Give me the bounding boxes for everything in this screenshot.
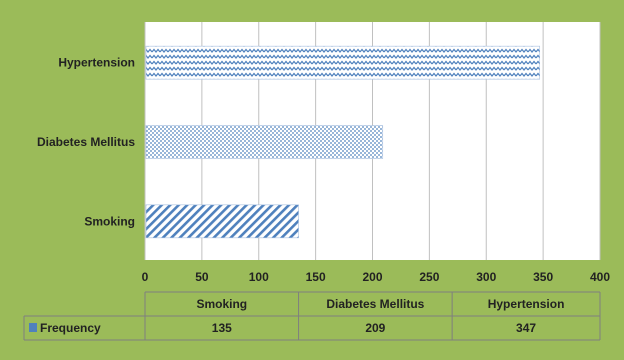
table-cell-value: 209	[365, 321, 385, 335]
category-label: Smoking	[84, 214, 135, 228]
table-cell-value: 347	[516, 321, 536, 335]
x-tick-label: 400	[590, 270, 610, 284]
x-tick-label: 200	[362, 270, 382, 284]
x-tick-label: 100	[249, 270, 269, 284]
x-tick-label: 300	[476, 270, 496, 284]
table-cell-value: 135	[212, 321, 232, 335]
table-row-label: Frequency	[40, 321, 101, 335]
category-label: Diabetes Mellitus	[37, 135, 135, 149]
bars	[145, 45, 541, 239]
x-tick-label: 50	[195, 270, 209, 284]
table-column-header: Diabetes Mellitus	[326, 297, 424, 311]
table-column-header: Hypertension	[488, 297, 565, 311]
x-tick-labels: 0 50 100 150 200 250 300 350 400	[142, 270, 611, 284]
table-column-header: Smoking	[196, 297, 247, 311]
legend-key	[29, 323, 37, 332]
category-labels: Hypertension Diabetes Mellitus Smoking	[37, 56, 135, 229]
bar-diabetes-mellitus	[145, 125, 384, 159]
data-table: Smoking 135 Diabetes Mellitus 209 Hypertensi…	[23, 291, 601, 341]
x-tick-label: 250	[419, 270, 439, 284]
category-label: Hypertension	[58, 56, 135, 70]
x-tick-label: 0	[142, 270, 149, 284]
x-tick-label: 350	[533, 270, 553, 284]
bar-smoking	[145, 204, 299, 239]
bar-hypertension	[145, 45, 541, 80]
x-tick-label: 150	[306, 270, 326, 284]
